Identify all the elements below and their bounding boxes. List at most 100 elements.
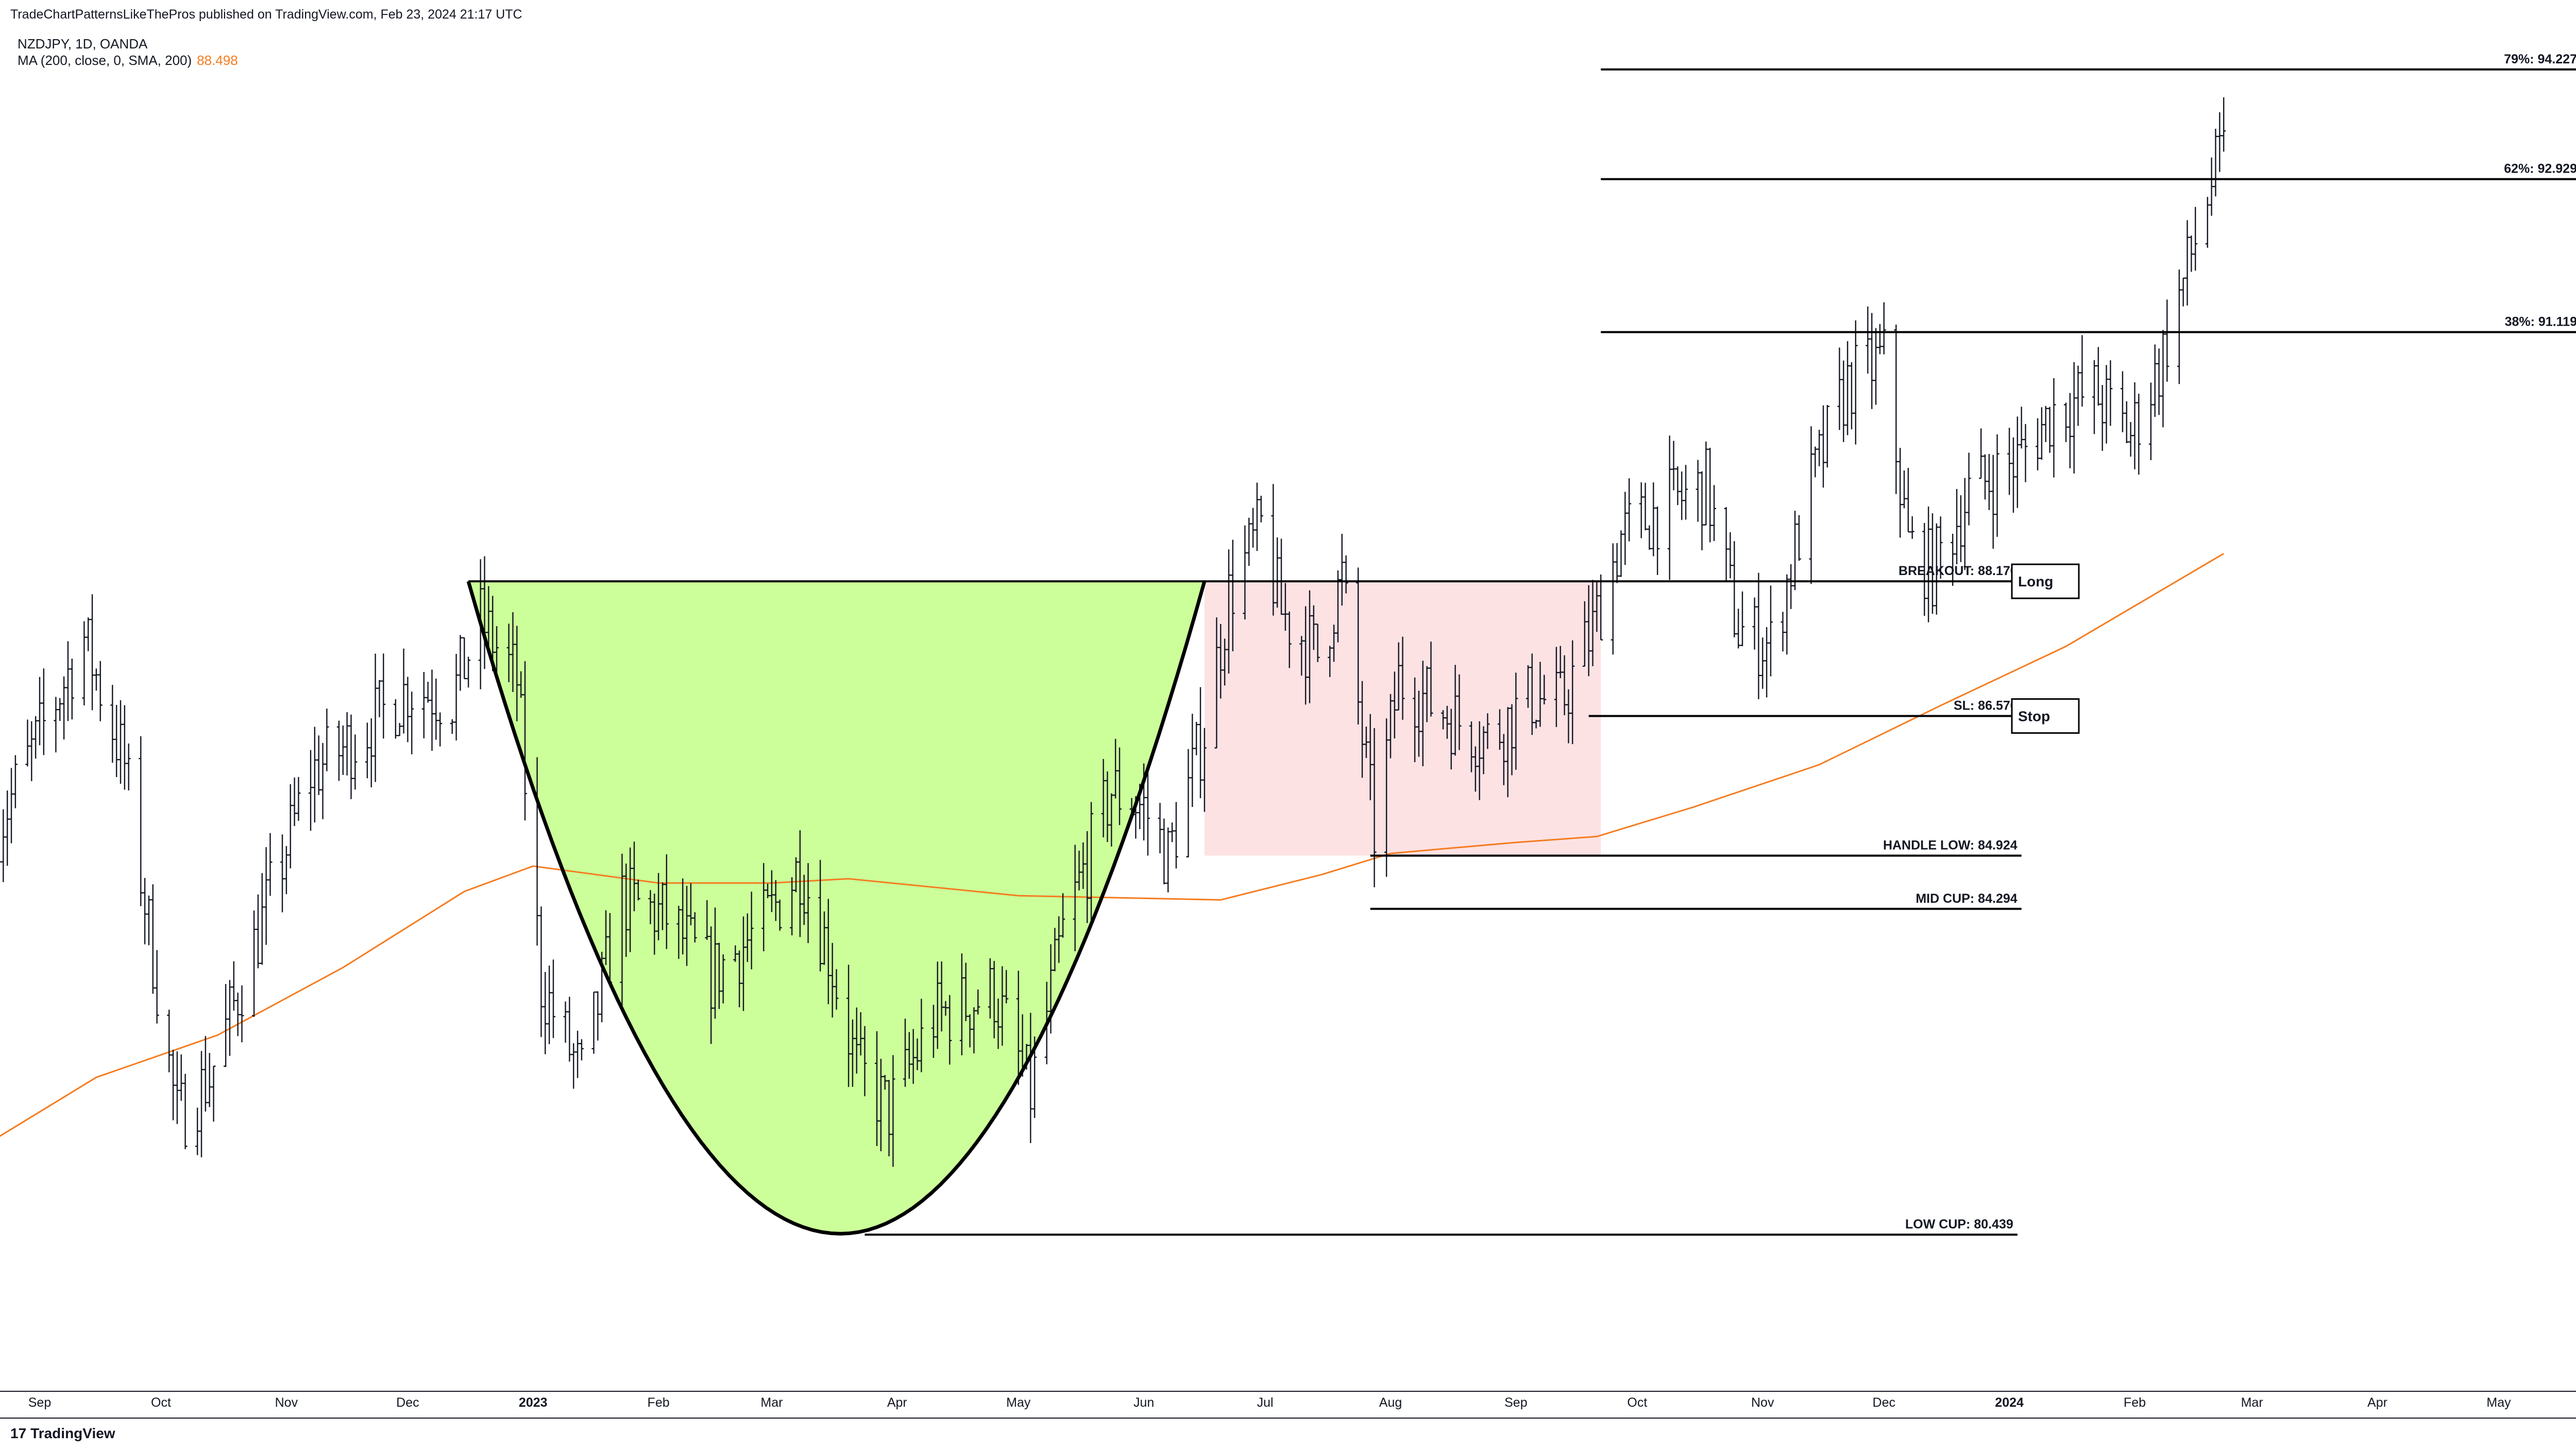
ohlc-bar: [834, 969, 839, 1010]
ohlc-bar: [1251, 508, 1256, 548]
ohlc-bar: [401, 648, 406, 734]
ohlc-bar: [1667, 435, 1672, 580]
ohlc-bar: [312, 727, 317, 822]
ohlc-bar: [1194, 721, 1199, 755]
ohlc-bar: [70, 659, 74, 720]
ohlc-bar: [336, 720, 341, 781]
time-tick-label: Nov: [1751, 1395, 1774, 1410]
ohlc-bar: [1877, 324, 1882, 355]
ohlc-bar: [434, 678, 438, 740]
ohlc-bar: [1704, 441, 1708, 526]
ohlc-bar: [1255, 482, 1259, 551]
ohlc-bar: [1542, 675, 1547, 704]
ohlc-bar: [167, 1009, 172, 1073]
ohlc-bar: [1445, 705, 1449, 739]
time-tick-label: Feb: [2124, 1395, 2146, 1410]
ohlc-bar: [1599, 574, 1603, 641]
ohlc-bar: [1271, 484, 1276, 616]
ohlc-bar: [1514, 672, 1518, 770]
ohlc-bar: [1485, 713, 1490, 749]
ohlc-bar: [749, 891, 754, 970]
ohlc-bar: [1311, 605, 1316, 650]
moving-average-line: [0, 553, 2224, 1137]
ohlc-bar: [620, 853, 624, 1011]
ohlc-bar: [1388, 694, 1393, 759]
ohlc-bar: [1979, 428, 1984, 479]
ohlc-bar: [2148, 382, 2153, 460]
ohlc-bar: [462, 637, 467, 680]
ohlc-bar: [1392, 671, 1397, 739]
ohlc-bar: [1821, 405, 1825, 488]
ohlc-bar: [1712, 485, 1717, 541]
indicator-legend[interactable]: MA (200, close, 0, SMA, 200) 88.498: [18, 53, 238, 69]
ohlc-bar: [9, 768, 14, 844]
ohlc-bar: [2067, 393, 2072, 468]
ohlc-bar: [2108, 360, 2113, 426]
symbol-info[interactable]: NZDJPY, 1D, OANDA: [18, 36, 148, 52]
ohlc-bar: [224, 984, 228, 1067]
time-axis[interactable]: Sep Oct Nov Dec 2023 Feb Mar Apr May Jun Jul Aug Sep…: [0, 1391, 2576, 1419]
ohlc-bar: [2209, 157, 2214, 216]
ohlc-bar: [373, 653, 378, 782]
ohlc-bar: [1335, 570, 1340, 643]
ohlc-bar: [717, 942, 721, 1009]
ohlc-bar: [1894, 324, 1899, 494]
ohlc-bar: [86, 617, 91, 651]
ohlc-bar: [790, 877, 794, 936]
ohlc-bar: [98, 661, 103, 721]
ohlc-bar: [515, 626, 519, 721]
ohlc-bar: [466, 656, 471, 688]
level-7: LOW CUP: 80.439: [865, 1217, 2018, 1236]
ohlc-bar: [1684, 465, 1688, 520]
ohlc-bar: [1453, 665, 1458, 756]
ohlc-bar: [656, 873, 661, 940]
ohlc-bar: [171, 1050, 176, 1121]
footer-brand: 17 TradingView: [10, 1425, 115, 1442]
trade-label-box: [2011, 563, 2080, 599]
ohlc-bar: [1582, 601, 1587, 667]
ohlc-bar: [2072, 362, 2076, 474]
ohlc-bar: [745, 913, 750, 962]
ohlc-bar: [143, 878, 147, 945]
ohlc-bar: [1077, 850, 1081, 890]
ohlc-bar: [1595, 582, 1599, 632]
ohlc-bar: [1611, 543, 1615, 655]
ohlc-bar: [1223, 638, 1227, 686]
ohlc-bar: [41, 668, 46, 755]
ohlc-bar: [1360, 681, 1365, 778]
ohlc-bar: [2076, 365, 2080, 426]
ohlc-bar: [761, 863, 766, 952]
ohlc-bar: [2181, 277, 2185, 307]
ohlc-bar: [1882, 302, 1886, 355]
time-tick-label: Jun: [1133, 1395, 1154, 1410]
time-tick-label: Mar: [760, 1395, 783, 1410]
ohlc-bar: [1853, 320, 1858, 445]
ohlc-bar: [1651, 482, 1656, 557]
ohlc-bar: [296, 777, 301, 821]
ohlc-bar: [1675, 466, 1680, 506]
ohlc-bar: [709, 926, 714, 1044]
ohlc-bar: [430, 669, 434, 751]
ohlc-bar: [316, 735, 321, 795]
ohlc-bar: [1328, 646, 1332, 677]
ohlc-bar: [636, 879, 640, 901]
ohlc-bar: [122, 705, 127, 790]
ohlc-bar: [2096, 347, 2100, 406]
ohlc-bar: [1765, 627, 1769, 698]
ohlc-bar: [2222, 97, 2226, 152]
ohlc-bar: [1384, 718, 1389, 877]
ohlc-bar: [235, 992, 240, 1036]
ohlc-bar: [539, 906, 544, 1037]
ohlc-bar: [660, 882, 665, 931]
indicator-value: 88.498: [197, 53, 238, 68]
ohlc-bar: [1926, 506, 1931, 622]
ohlc-bar: [935, 962, 940, 1049]
ohlc-bar: [231, 961, 236, 1011]
ohlc-bar: [341, 726, 345, 775]
ohlc-bar: [575, 1031, 580, 1078]
ohlc-bar: [1627, 478, 1632, 542]
ohlc-bar: [146, 895, 151, 946]
ohlc-bar: [454, 654, 459, 740]
ohlc-bar: [260, 873, 264, 965]
